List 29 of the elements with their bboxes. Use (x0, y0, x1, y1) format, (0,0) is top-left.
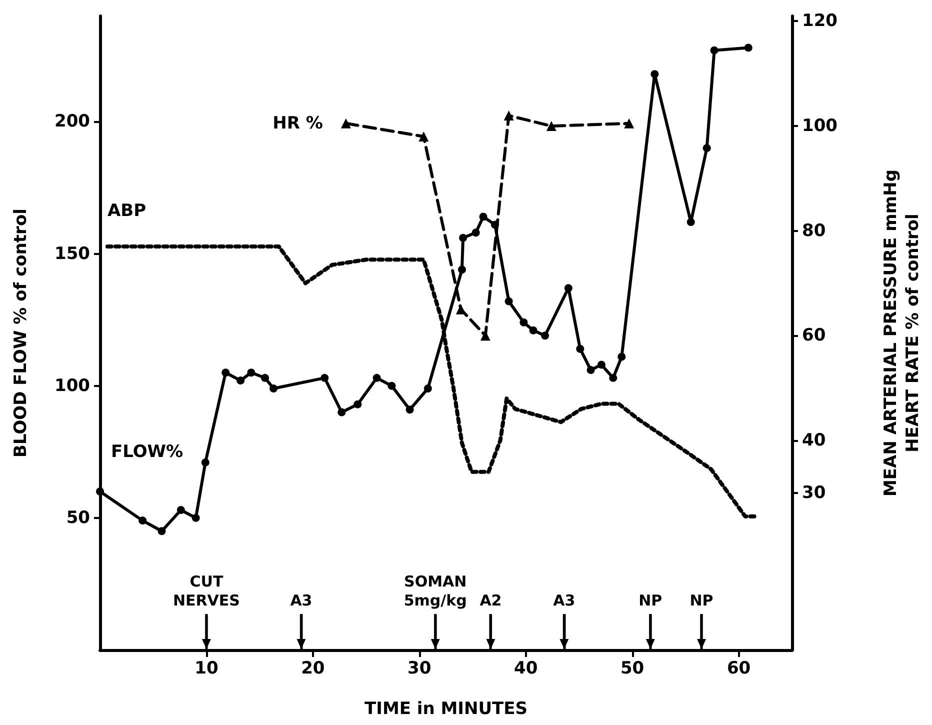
series-label: ABP (107, 201, 146, 222)
series-label: FLOW% (111, 442, 184, 462)
ref-line-label: NP (638, 592, 662, 610)
y2-tick-label: 100 (802, 116, 838, 136)
ref-line-label: A3 (290, 592, 312, 610)
ref-line-label: A3 (553, 592, 576, 610)
y-tick-label: 150 (54, 244, 90, 264)
y2-tick-label: 30 (802, 482, 826, 503)
y2-tick-label: 40 (802, 430, 826, 450)
ref-line-label: SOMAN 5mg/kg (404, 572, 467, 610)
y2-axis-title: MEAN ARTERIAL PRESSURE mmHg HEART RATE % of control (881, 170, 923, 496)
ref-line-label: NP (690, 592, 714, 610)
x-tick-label: 30 (408, 658, 432, 678)
ref-line-label: CUT NERVES (172, 572, 240, 610)
x-tick-label: 50 (620, 658, 644, 678)
y2-tick-label: 80 (802, 220, 826, 241)
x-axis-title: TIME in MINUTES (364, 699, 528, 719)
y-tick-label: 50 (66, 508, 90, 528)
y2-tick-label: 120 (802, 11, 838, 32)
x-tick-label: 10 (194, 658, 218, 678)
y-tick-label: 200 (54, 112, 90, 132)
x-tick-label: 20 (301, 658, 325, 678)
ref-line-label: A2 (480, 592, 502, 610)
y2-tick-label: 60 (802, 326, 826, 346)
series-label: HR % (272, 113, 323, 134)
x-tick-label: 60 (726, 658, 751, 678)
x-tick-label: 40 (514, 658, 538, 678)
y-tick-label: 100 (54, 376, 90, 396)
y-axis-title: BLOOD FLOW % of control (11, 208, 31, 458)
